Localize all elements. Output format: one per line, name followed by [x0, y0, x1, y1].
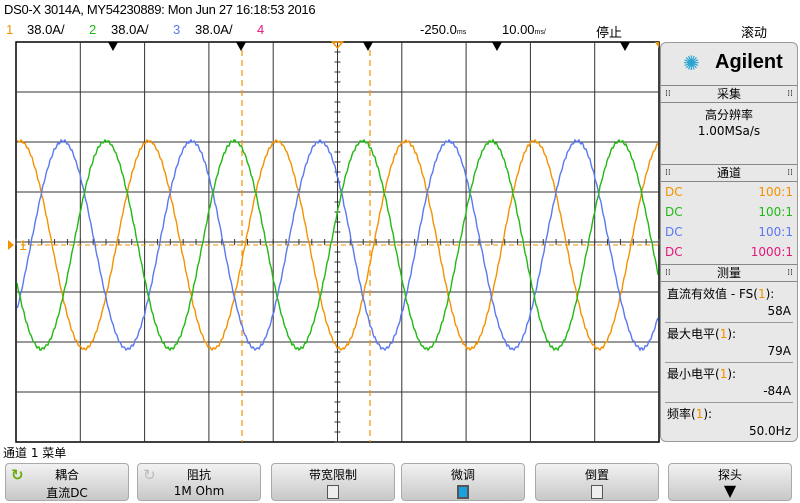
- softkey-value: 1M Ohm: [173, 484, 225, 498]
- channel-row: DC 100:1: [665, 205, 793, 219]
- ground-ref-label: 1: [19, 237, 27, 253]
- channel-2-label[interactable]: 2: [89, 22, 97, 37]
- channel-3-trace: [16, 138, 659, 352]
- delay-value: -250.0: [420, 22, 457, 37]
- channel-1-scale[interactable]: 38.0A/: [27, 22, 65, 37]
- measurement-label: 最小电平(1):: [667, 367, 737, 381]
- probe-ratio: 1000:1: [750, 245, 793, 259]
- time-marker-triangle: [108, 42, 118, 51]
- measurement-value: 58A: [767, 304, 791, 318]
- rotate-knob-icon: ↻: [143, 466, 156, 484]
- softkey-label: 微调: [450, 468, 475, 482]
- channel-1-trace: [17, 138, 658, 352]
- channel-row: DC 100:1: [665, 185, 793, 199]
- menu-title: 通道 1 菜单: [3, 446, 67, 460]
- channel-3-scale[interactable]: 38.0A/: [195, 22, 233, 37]
- agilent-spark-icon: ✺: [683, 51, 700, 75]
- timebase-readout[interactable]: 10.00ms/: [502, 22, 546, 37]
- softkey-label: 探头: [717, 468, 742, 482]
- timebase-unit: ms/: [534, 29, 546, 36]
- probe-ratio: 100:1: [758, 225, 793, 239]
- time-marker-triangle: [363, 42, 373, 51]
- measurement-value: -84A: [763, 384, 791, 398]
- measurement-value: 79A: [767, 344, 791, 358]
- trigger-mode[interactable]: 滚动: [741, 25, 768, 40]
- softkey-value: 直流DC: [46, 486, 88, 500]
- time-marker-triangle: [492, 42, 502, 51]
- time-markers: 1: [8, 41, 659, 442]
- delay-readout[interactable]: -250.0ms: [420, 22, 466, 37]
- measurement-label: 最大电平(1):: [667, 327, 737, 341]
- channels-header-label: 通道: [716, 166, 741, 180]
- probe-ratio: 100:1: [758, 185, 793, 199]
- checkbox[interactable]: [591, 485, 603, 499]
- channel-row: DC 100:1: [665, 225, 793, 239]
- ground-ref-arrow-icon: [8, 240, 14, 250]
- time-marker-triangle: [236, 42, 246, 51]
- channels-header[interactable]: ⁞⁞ 通道 ⁞⁞: [661, 164, 797, 182]
- softkey-5[interactable]: 倒置: [535, 463, 659, 501]
- acquire-header-label: 采集: [716, 87, 741, 101]
- checkbox[interactable]: [327, 485, 339, 499]
- softkey-4[interactable]: 微调: [401, 463, 525, 501]
- agilent-logo: Agilent: [715, 51, 783, 73]
- measure-header[interactable]: ⁞⁞ 测量 ⁞⁞: [661, 264, 797, 282]
- arrow-down-icon: ▼: [723, 481, 737, 500]
- probe-ratio: 100:1: [758, 205, 793, 219]
- graticule: [15, 41, 660, 443]
- waveforms: [16, 138, 659, 352]
- channel-2-scale[interactable]: 38.0A/: [111, 22, 149, 37]
- checkbox[interactable]: [457, 485, 469, 499]
- time-marker-triangle: [620, 42, 630, 51]
- acquire-mode: 高分辨率: [704, 108, 753, 122]
- acquire-header[interactable]: ⁞⁞ 采集 ⁞⁞: [661, 85, 797, 103]
- softkey-6[interactable]: 探头 ▼: [668, 463, 792, 501]
- waveform-display[interactable]: 1: [0, 38, 660, 448]
- window-title: DS0-X 3014A, MY54230889: Mon Jun 27 16:1…: [4, 2, 316, 17]
- softkey-label: 阻抗: [186, 468, 211, 482]
- softkey-label: 倒置: [584, 468, 609, 482]
- channel-4-label[interactable]: 4: [257, 22, 265, 37]
- side-panel: ✺ Agilent ⁞⁞ 采集 ⁞⁞ 高分辨率 1.00MSa/s ⁞⁞ 通道 ⁞⁞ D…: [660, 42, 798, 442]
- trigger-point-marker: [330, 41, 345, 50]
- softkey-2[interactable]: ↻ 阻抗 1M Ohm: [137, 463, 261, 501]
- softkey-label: 带宽限制: [308, 468, 357, 482]
- sample-rate: 1.00MSa/s: [697, 124, 761, 138]
- channel-3-label[interactable]: 3: [173, 22, 181, 37]
- measurement-value: 50.0Hz: [748, 424, 791, 438]
- rotate-knob-icon: ↻: [11, 466, 24, 484]
- delay-unit: ms: [456, 29, 467, 36]
- channel-2-trace: [16, 138, 659, 352]
- softkey-label: 耦合: [54, 468, 79, 482]
- softkey-3[interactable]: 带宽限制: [271, 463, 395, 501]
- trigger-corner-marker: [655, 42, 659, 48]
- coupling: DC: [665, 185, 683, 199]
- measurement-label: 频率(1):: [667, 407, 713, 421]
- channel-1-label[interactable]: 1: [6, 22, 14, 37]
- channel-row: DC 1000:1: [665, 245, 793, 259]
- measurement-label: 直流有效值 - FS(1):: [667, 287, 775, 301]
- coupling: DC: [665, 245, 683, 259]
- run-state[interactable]: 停止: [596, 25, 623, 40]
- coupling: DC: [665, 205, 683, 219]
- softkey-1[interactable]: ↻ 耦合直流DC: [5, 463, 129, 501]
- coupling: DC: [665, 225, 683, 239]
- measure-header-label: 测量: [716, 266, 741, 280]
- timebase-value: 10.00: [502, 22, 535, 37]
